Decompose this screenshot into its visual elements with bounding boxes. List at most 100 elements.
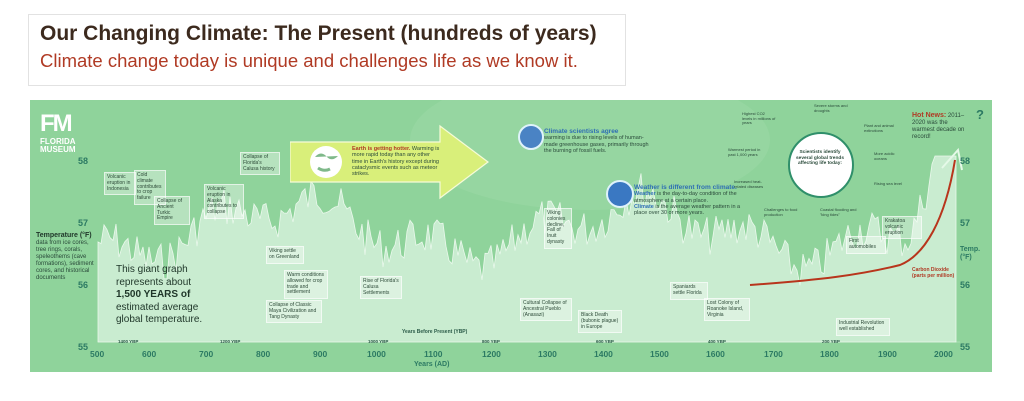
- museum-name-line2: MUSEUM: [40, 144, 76, 154]
- x-tick: 1400: [594, 349, 613, 359]
- trend-item: Challenges to food production: [764, 207, 798, 217]
- earth-hotter-text: Earth is getting hotter. Warming is more…: [352, 146, 440, 178]
- ybp-tick: 400 YBP: [708, 339, 726, 344]
- event-callout: Industrial Revolution well established: [836, 318, 890, 336]
- x-tick: 1100: [424, 349, 443, 359]
- x-tick: 1500: [650, 349, 669, 359]
- museum-logo: FM FLORIDA MUSEUM: [40, 110, 76, 154]
- x-axis-title: Years (AD): [414, 361, 450, 368]
- page-subtitle: Climate change today is unique and chall…: [40, 50, 578, 71]
- scientists-body: warming is due to rising levels of human…: [544, 135, 649, 155]
- right-temp-tick: 57: [960, 218, 971, 228]
- co2-unit: (parts per million): [912, 272, 955, 279]
- ybp-tick: 1400 YBP: [118, 339, 139, 344]
- trend-item: Severe storms and droughts: [814, 103, 848, 113]
- earth-hotter-title: Earth is getting hotter.: [352, 146, 411, 152]
- event-callout: Spaniards settle Florida: [670, 282, 708, 300]
- event-callout: Collapse of Florida's Calusa history: [240, 152, 280, 176]
- ybp-tick: 1000 YBP: [368, 339, 389, 344]
- right-temp-tick: 55: [960, 342, 971, 352]
- trends-center-text: Scientists identify several global trend…: [796, 150, 844, 167]
- left-temp-tick: 57: [78, 218, 89, 228]
- title-card: [28, 14, 626, 86]
- intro-line: This giant graph: [116, 264, 188, 275]
- x-tick: 1800: [820, 349, 839, 359]
- right-axis-label: Temp. (°F): [960, 246, 981, 262]
- climate-poster: FM FLORIDA MUSEUM 58 57 56 55 Temperatur…: [30, 100, 992, 372]
- trend-item: Highest CO2 levels in millions of years: [742, 111, 776, 126]
- earth-hotter-body: Warming is more rapid today than any oth…: [352, 146, 440, 178]
- ybp-tick: 200 YBP: [822, 339, 840, 344]
- left-temp-tick: 58: [78, 156, 89, 166]
- ybp-tick: 600 YBP: [596, 339, 614, 344]
- x-tick: 1900: [878, 349, 897, 359]
- x-tick: 1700: [764, 349, 783, 359]
- weather-title: Weather is different from climate.: [634, 184, 737, 191]
- x-tick: 1300: [538, 349, 557, 359]
- hot-news-text: 2011–2020 was the warmest decade on reco…: [912, 113, 965, 140]
- x-tick: 500: [90, 349, 105, 359]
- x-tick: 1000: [367, 349, 386, 359]
- x-tick: 800: [256, 349, 271, 359]
- arrow-shape: [289, 124, 489, 200]
- page-title: Our Changing Climate: The Present (hundr…: [40, 22, 597, 45]
- weather-definition: is the day-to-day condition of the atmos…: [634, 191, 737, 204]
- hot-news-title: Hot News:: [912, 112, 947, 119]
- event-callout: Black Death (bubonic plague) in Europe: [578, 310, 622, 334]
- trends-globe: [788, 132, 854, 198]
- ybp-tick: 1200 YBP: [220, 339, 241, 344]
- left-axis-body: data from ice cores, tree rings, corals,…: [36, 240, 94, 281]
- x-tick: 1600: [706, 349, 725, 359]
- scientists-icon: [518, 124, 544, 150]
- museum-name-line1: FLORIDA: [40, 136, 76, 146]
- event-callout: Collapse of Classic Maya Civilization an…: [266, 300, 322, 324]
- co2-label: Carbon Dioxide: [912, 267, 949, 273]
- ybp-tick: 800 YBP: [482, 339, 500, 344]
- x-tick: 900: [313, 349, 328, 359]
- climate-definition: is the average weather pattern in a plac…: [634, 204, 741, 217]
- x-tick: 2000: [934, 349, 953, 359]
- intro-line: represents about: [116, 276, 192, 288]
- trend-item: Plant and animal extinctions: [864, 123, 894, 133]
- graph-intro-note: This giant graph represents about 1,500 …: [116, 264, 202, 327]
- right-temp-tick: 56: [960, 280, 971, 290]
- trend-item: Rising sea level: [874, 181, 903, 186]
- question-mark-icon: ?: [976, 107, 984, 122]
- left-temp-tick: 56: [78, 280, 89, 290]
- hot-news-block: Hot News: 2011–2020 was the warmest deca…: [912, 112, 972, 141]
- weather-icon: [606, 180, 634, 208]
- event-callout: Warm conditions allowed for crop trade a…: [284, 270, 328, 299]
- event-callout: Cold climate contributes to crop failure: [134, 170, 166, 205]
- left-axis-label: Temperature (°F) data from ice cores, tr…: [36, 232, 98, 281]
- intro-line: estimated average: [116, 301, 199, 313]
- climate-term: Climate: [634, 204, 654, 211]
- co2-legend: Carbon Dioxide (parts per million): [912, 267, 964, 280]
- event-callout: Viking colonies decline, Fall of Inuit d…: [544, 208, 572, 249]
- earth-hotter-arrow: Earth is getting hotter. Warming is more…: [289, 124, 490, 200]
- x-tick: 600: [142, 349, 157, 359]
- museum-logo-mark: FM: [40, 110, 73, 137]
- event-callout: First automobiles: [846, 236, 886, 254]
- weather-climate-block: Weather is different from climate. Weath…: [634, 184, 752, 217]
- trend-item: More acidic oceans: [874, 151, 895, 161]
- weather-term: Weather: [634, 191, 656, 198]
- trend-item: Coastal flooding and "king tides": [820, 207, 857, 217]
- x-tick: 1200: [482, 349, 501, 359]
- x-tick: 700: [199, 349, 214, 359]
- event-callout: Collapse of Ancient Turkic Empire: [154, 196, 190, 225]
- trend-item: Increased heat-related diseases: [734, 179, 764, 189]
- left-temp-tick: 55: [78, 342, 89, 352]
- event-callout: Lost Colony of Roanoke Island, Virginia: [704, 298, 750, 322]
- scientists-agree-block: Climate scientists agree warming is due …: [544, 128, 654, 154]
- event-callout: Viking settle on Greenland: [266, 246, 304, 264]
- event-callout: Cultural Collapse of Ancestral Pueblo (A…: [520, 298, 572, 322]
- intro-line-bold: 1,500 YEARS of: [116, 289, 191, 300]
- left-axis-title: Temperature (°F): [36, 232, 92, 239]
- event-callout: Volcanic eruption in Indonesia: [104, 172, 136, 196]
- event-callout: Volcanic eruption in Alaska contributes …: [204, 184, 244, 219]
- right-temp-tick: 58: [960, 156, 971, 166]
- ybp-axis-title: Years Before Present (YBP): [402, 329, 468, 335]
- event-callout: Krakatoa volcanic eruption: [882, 216, 922, 240]
- event-callout: Rise of Florida's Calusa Settlements: [360, 276, 402, 300]
- trend-item: Warmest period in past 1,000 years: [728, 147, 761, 157]
